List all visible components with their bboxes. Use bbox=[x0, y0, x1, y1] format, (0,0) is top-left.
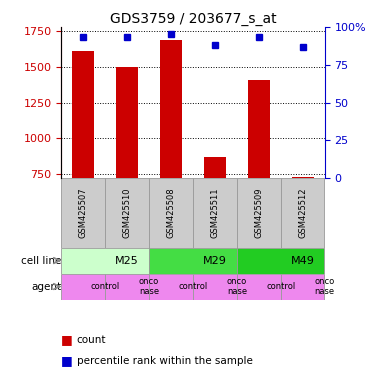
Bar bbox=[62, 248, 149, 273]
Bar bbox=[105, 273, 149, 300]
Text: ■: ■ bbox=[61, 333, 73, 346]
Text: GSM425507: GSM425507 bbox=[79, 188, 88, 238]
Text: control: control bbox=[91, 282, 120, 291]
Text: count: count bbox=[77, 335, 106, 345]
Text: GSM425508: GSM425508 bbox=[167, 188, 175, 238]
Bar bbox=[105, 178, 149, 248]
Bar bbox=[237, 248, 324, 273]
Bar bbox=[237, 178, 280, 248]
Bar bbox=[281, 273, 324, 300]
Text: onco
nase: onco nase bbox=[227, 277, 247, 296]
Text: GSM425512: GSM425512 bbox=[298, 188, 307, 238]
Text: control: control bbox=[178, 282, 207, 291]
Text: agent: agent bbox=[31, 281, 61, 291]
Bar bbox=[62, 178, 105, 248]
Bar bbox=[237, 273, 280, 300]
Text: M25: M25 bbox=[115, 256, 139, 266]
Bar bbox=[204, 157, 226, 178]
Bar bbox=[149, 178, 193, 248]
Text: control: control bbox=[266, 282, 295, 291]
Bar bbox=[292, 177, 313, 178]
Text: onco
nase: onco nase bbox=[139, 277, 159, 296]
Text: ■: ■ bbox=[61, 354, 73, 367]
Bar bbox=[193, 273, 237, 300]
Text: M29: M29 bbox=[203, 256, 227, 266]
Bar bbox=[62, 273, 105, 300]
Text: cell line: cell line bbox=[21, 256, 61, 266]
Bar bbox=[116, 67, 138, 178]
Bar bbox=[149, 273, 193, 300]
Text: onco
nase: onco nase bbox=[315, 277, 335, 296]
Bar bbox=[149, 248, 237, 273]
Bar bbox=[281, 178, 324, 248]
Bar bbox=[72, 51, 94, 178]
Title: GDS3759 / 203677_s_at: GDS3759 / 203677_s_at bbox=[109, 12, 276, 26]
Text: percentile rank within the sample: percentile rank within the sample bbox=[77, 356, 253, 366]
Bar bbox=[193, 178, 237, 248]
Text: GSM425509: GSM425509 bbox=[254, 188, 263, 238]
Text: GSM425511: GSM425511 bbox=[210, 188, 219, 238]
Bar bbox=[248, 80, 270, 178]
Bar bbox=[160, 40, 182, 178]
Text: GSM425510: GSM425510 bbox=[122, 188, 132, 238]
Text: M49: M49 bbox=[291, 256, 315, 266]
